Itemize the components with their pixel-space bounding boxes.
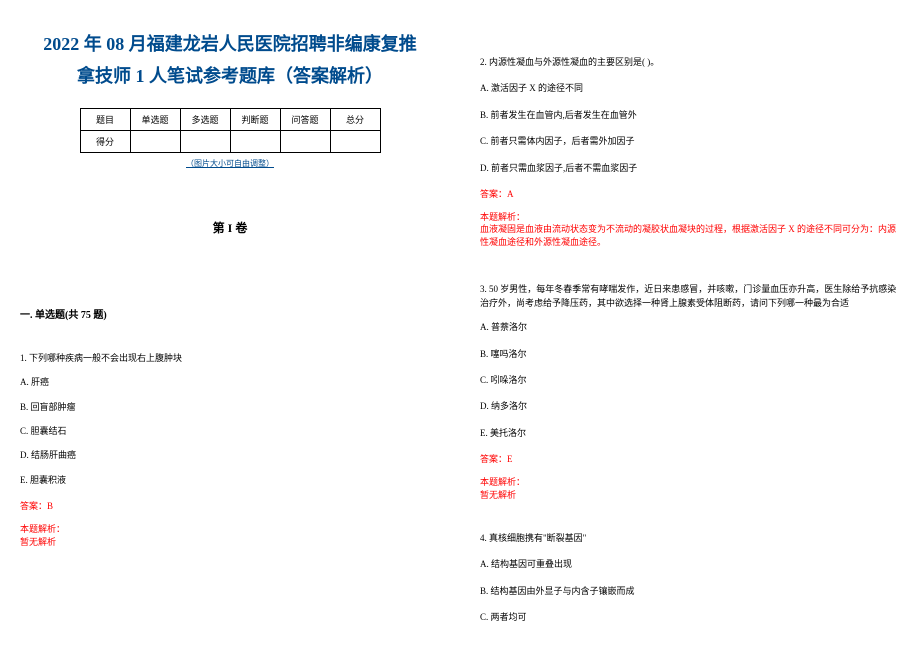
q3-opt-e: E. 美托洛尔 (480, 426, 900, 440)
volume-title: 第 I 卷 (20, 219, 440, 236)
q2-answer: 答案：A (480, 187, 900, 200)
q3-answer: 答案：E (480, 452, 900, 465)
q2-opt-a: A. 激活因子 X 的途径不同 (480, 81, 900, 95)
q1-answer: 答案：B (20, 499, 440, 512)
doc-title-line1: 2022 年 08 月福建龙岩人民医院招聘非编康复推 (20, 28, 440, 60)
score-table: 题目 单选题 多选题 判断题 问答题 总分 得分 (80, 108, 381, 153)
th-qa: 问答题 (280, 108, 330, 130)
q2-stem: 2. 内源性凝血与外源性凝血的主要区别是( )。 (480, 55, 900, 69)
q3-opt-a: A. 普萘洛尔 (480, 320, 900, 334)
q3-explain-label: 本题解析： (480, 475, 900, 488)
right-column: 2. 内源性凝血与外源性凝血的主要区别是( )。 A. 激活因子 X 的途径不同… (460, 0, 920, 651)
q1-opt-b: B. 回盲部肿瘤 (20, 400, 440, 414)
table-row: 题目 单选题 多选题 判断题 问答题 总分 (80, 108, 380, 130)
q1-opt-e: E. 胆囊积液 (20, 473, 440, 487)
q2-opt-c: C. 前者只需体内因子，后者需外加因子 (480, 134, 900, 148)
doc-title-line2: 拿技师 1 人笔试参考题库（答案解析） (20, 60, 440, 92)
q3-explain: 暂无解析 (480, 488, 900, 501)
q1-explain-label: 本题解析： (20, 522, 440, 535)
q1-stem: 1. 下列哪种疾病一般不会出现右上腹肿块 (20, 351, 440, 365)
q3-opt-c: C. 吲哚洛尔 (480, 373, 900, 387)
cell (330, 130, 380, 152)
q4-opt-a: A. 结构基因可重叠出现 (480, 557, 900, 571)
q1-opt-a: A. 肝癌 (20, 375, 440, 389)
cell (280, 130, 330, 152)
cell (130, 130, 180, 152)
q3-opt-d: D. 纳多洛尔 (480, 399, 900, 413)
th-multi: 多选题 (180, 108, 230, 130)
q3-opt-b: B. 噻吗洛尔 (480, 347, 900, 361)
th-judge: 判断题 (230, 108, 280, 130)
q2-opt-b: B. 前者发生在血管内,后者发生在血管外 (480, 108, 900, 122)
section-title: 一. 单选题(共 75 题) (20, 306, 440, 321)
th-item: 题目 (80, 108, 130, 130)
q2-explain-label: 本题解析： (480, 210, 900, 223)
q2-opt-d: D. 前者只需血浆因子,后者不需血浆因子 (480, 161, 900, 175)
q1-explain: 暂无解析 (20, 535, 440, 548)
left-column: 2022 年 08 月福建龙岩人民医院招聘非编康复推 拿技师 1 人笔试参考题库… (0, 0, 460, 651)
q4-opt-b: B. 结构基因由外显子与内含子镶嵌而成 (480, 584, 900, 598)
th-total: 总分 (330, 108, 380, 130)
cell (230, 130, 280, 152)
q1-opt-c: C. 胆囊结石 (20, 424, 440, 438)
q4-stem: 4. 真核细胞携有"断裂基因" (480, 531, 900, 545)
q2-explain: 血液凝固是血液由流动状态变为不流动的凝胶状血凝块的过程，根据激活因子 X 的途径… (480, 223, 900, 248)
q3-stem: 3. 50 岁男性，每年冬春季常有哮喘发作，近日来患感冒，并咳嗽，门诊量血压亦升… (480, 283, 900, 310)
q4-opt-c: C. 两者均可 (480, 610, 900, 624)
row-label: 得分 (80, 130, 130, 152)
th-single: 单选题 (130, 108, 180, 130)
cell (180, 130, 230, 152)
q1-opt-d: D. 结肠肝曲癌 (20, 448, 440, 462)
image-size-hint: （图片大小可自由调整） (20, 158, 440, 169)
table-row: 得分 (80, 130, 380, 152)
